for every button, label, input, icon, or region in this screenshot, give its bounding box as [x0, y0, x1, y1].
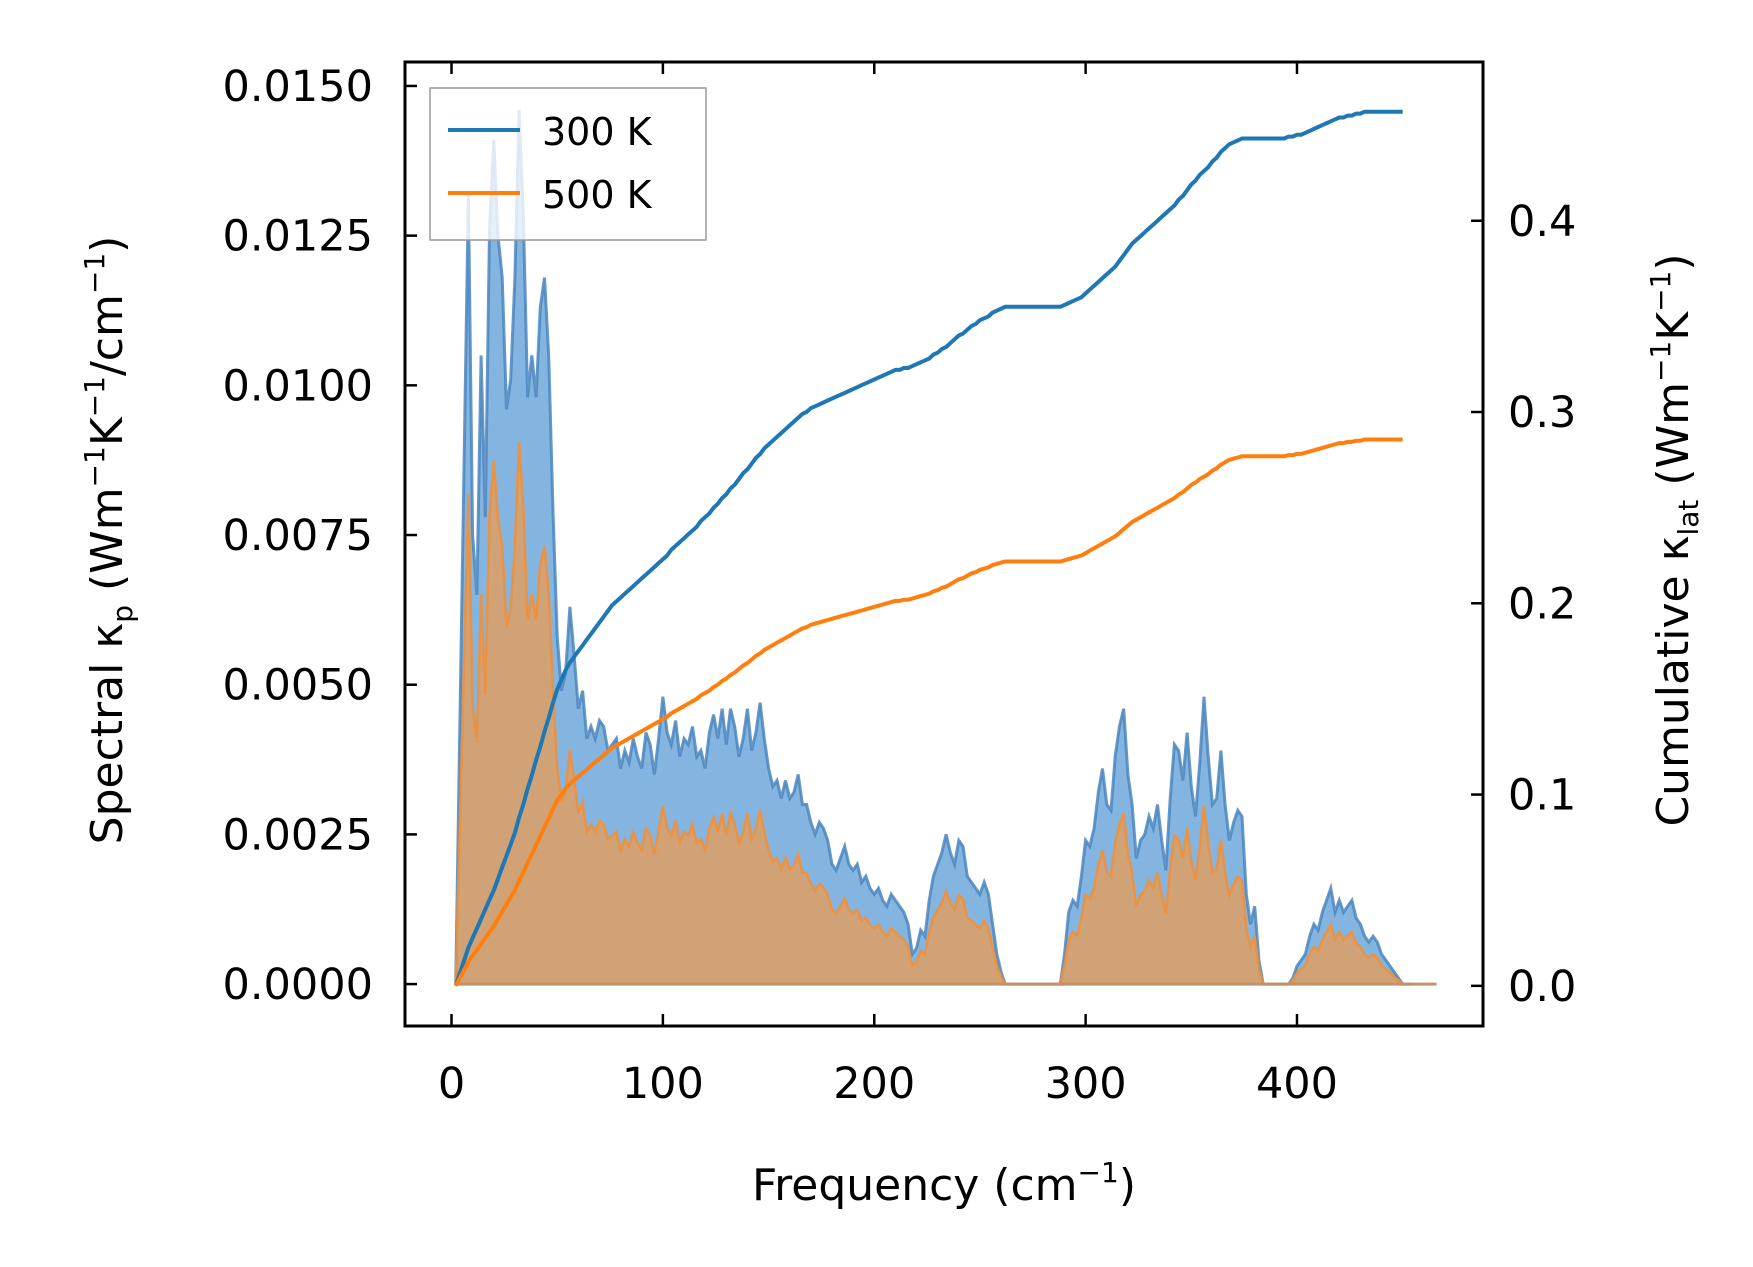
y-right-tick-label: 0.2	[1508, 579, 1576, 629]
x-tick-label: 300	[1045, 1059, 1127, 1109]
y-left-tick-label: 0.0150	[223, 62, 373, 112]
y-left-tick-label: 0.0025	[223, 810, 373, 860]
y-right-tick-label: 0.3	[1508, 388, 1576, 438]
x-tick-label: 400	[1256, 1059, 1338, 1109]
y-right-tick-label: 0.1	[1508, 771, 1576, 821]
y-right-tick-label: 0.4	[1508, 197, 1576, 247]
y-axis-left-label: Spectral κp (Wm−1K−1/cm−1)	[78, 236, 139, 845]
x-tick-label: 200	[833, 1059, 915, 1109]
plot-area	[453, 109, 1437, 987]
cumulative-line-300k	[453, 109, 1403, 987]
legend-label-500k: 500 K	[542, 173, 653, 217]
spectral-area-500k	[455, 442, 1412, 985]
cumulative-line-500k	[453, 437, 1403, 987]
spectral-line-300k	[454, 109, 1412, 986]
y-left-tick-label: 0.0050	[223, 661, 373, 711]
legend: 300 K 500 K	[429, 87, 707, 241]
y-left-tick-label: 0.0125	[223, 212, 373, 262]
y-axis-right-label: Cumulative κlat (Wm−1K−1)	[1644, 253, 1705, 826]
y-left-tick-label: 0.0075	[223, 511, 373, 561]
legend-label-300k: 300 K	[542, 110, 653, 154]
legend-box	[429, 87, 707, 241]
x-tick-label: 0	[438, 1059, 465, 1109]
y-right-tick-label: 0.0	[1508, 962, 1576, 1012]
x-axis-label: Frequency (cm−1)	[752, 1156, 1136, 1211]
x-tick-label: 100	[622, 1059, 704, 1109]
plot-frame	[403, 60, 1485, 1028]
y-left-tick-label: 0.0000	[223, 960, 373, 1010]
spectral-line-500k	[454, 442, 1412, 986]
axis-ticks: 0 100 200 300 400 0.0000 0.0025 0.0050 0.0075 0.0…	[223, 62, 1577, 1109]
spectral-area-300k	[455, 109, 1412, 985]
y-left-tick-label: 0.0100	[223, 361, 373, 411]
